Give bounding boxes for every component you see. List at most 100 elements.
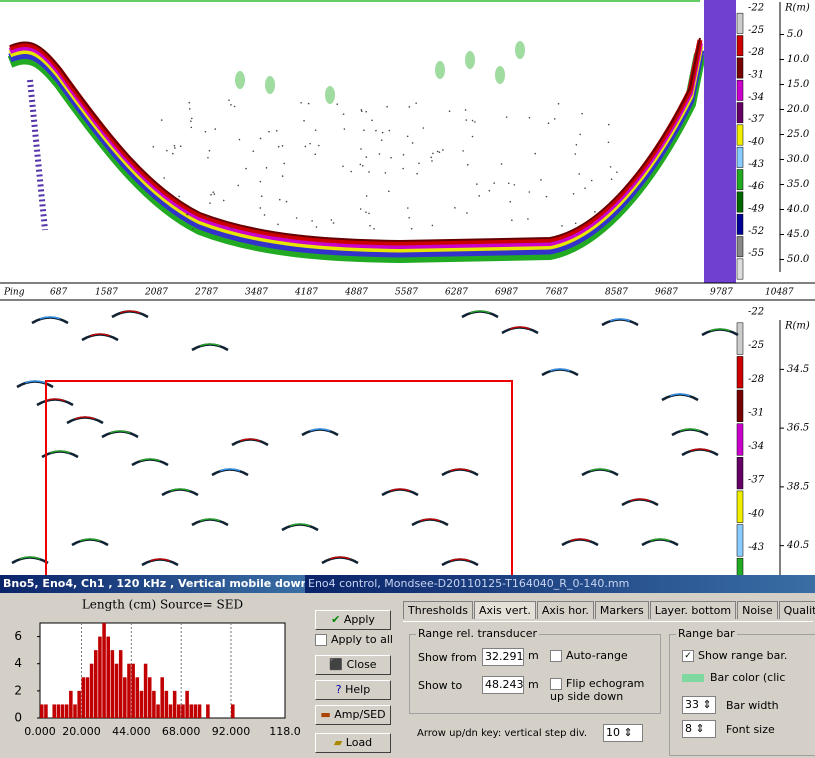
noise-dot [402, 154, 405, 156]
noise-dot [222, 199, 225, 202]
bar [123, 677, 127, 718]
noise-dot [402, 167, 404, 170]
to-input[interactable]: 48.243 [482, 676, 524, 694]
chart-title: Length (cm) Source= SED [82, 598, 243, 612]
ping-label: 6287 [445, 288, 468, 298]
target-arc [49, 450, 71, 454]
noise-dot [507, 182, 510, 185]
close-button[interactable]: ⬛ Close [315, 655, 391, 675]
fish-school [435, 61, 445, 79]
tab[interactable]: Quality [778, 601, 815, 619]
noise-dot [365, 195, 368, 197]
target-arc [561, 538, 599, 547]
target-arc [141, 558, 179, 567]
target-arc [41, 450, 79, 459]
auto-range-checkbox[interactable]: Auto-range [550, 649, 628, 662]
bar [152, 690, 156, 718]
color-swatch [736, 124, 744, 146]
noise-dot [332, 222, 335, 224]
show-range-bar-checkbox[interactable]: ✓ Show range bar. [682, 649, 787, 662]
bar [197, 704, 202, 718]
apply-all-checkbox[interactable]: Apply to all [315, 633, 393, 646]
noise-dot [152, 145, 155, 148]
noise-dot [318, 144, 320, 147]
target-arc [71, 538, 109, 547]
label: Show range bar. [698, 649, 788, 662]
scale-label: -28 [748, 47, 764, 58]
range-label: 40.5 [786, 540, 809, 551]
noise-dot [478, 195, 481, 197]
flip-checkbox[interactable]: Flip echogram up side down [550, 677, 650, 703]
noise-dot [263, 214, 266, 216]
range-label: 34.5 [787, 364, 809, 375]
bar [118, 650, 123, 718]
noise-dot [545, 195, 548, 198]
noise-dot [609, 166, 612, 168]
noise-dot [448, 110, 451, 113]
bar-color[interactable]: Bar color (clic [682, 671, 785, 684]
noise-dot [314, 153, 317, 156]
target-arc [89, 333, 111, 337]
noise-dot [411, 142, 414, 144]
bar [156, 704, 160, 718]
noise-dot [187, 219, 190, 222]
noise-dot [579, 133, 582, 136]
noise-dot [259, 137, 262, 140]
noise-dot [178, 195, 180, 198]
noise-dot [390, 156, 392, 159]
label: Font size [726, 723, 775, 736]
unit: m [528, 649, 539, 662]
noise-dot [186, 213, 188, 216]
noise-dot [607, 123, 610, 126]
scale-label: -52 [748, 226, 764, 237]
ping-label: 5587 [395, 288, 418, 298]
noise-dot [281, 145, 284, 147]
ping-label: 9687 [655, 288, 678, 298]
target-arc [149, 558, 171, 562]
bar [172, 690, 177, 718]
target-arc [231, 438, 269, 447]
amp-sed-button[interactable]: ▬ Amp/SED [315, 705, 391, 725]
ping-label: 4187 [294, 288, 318, 298]
tab[interactable]: Axis hor. [536, 601, 594, 619]
target-arc [66, 416, 104, 425]
noise-dot [408, 106, 411, 108]
noise-dot [578, 173, 580, 175]
noise-dot [371, 119, 373, 122]
ping-label: Ping [3, 288, 25, 298]
noise-dot [476, 183, 478, 185]
from-input[interactable]: 32.291 [482, 648, 524, 666]
noise-dot [275, 129, 278, 132]
noise-dot [174, 147, 176, 149]
noise-dot [265, 167, 268, 169]
target-arc [641, 538, 679, 547]
noise-dot [594, 211, 596, 213]
value: 10 [606, 726, 620, 739]
noise-dot [500, 163, 503, 165]
target-arc [199, 518, 221, 522]
noise-dot [166, 149, 168, 152]
noise-dot [616, 171, 618, 173]
font-size-spinner[interactable]: 8 ⇕ [682, 720, 716, 738]
noise-dot [361, 165, 364, 167]
noise-dot [584, 187, 586, 189]
noise-dot [363, 129, 365, 132]
apply-button[interactable]: ✔ Apply [315, 610, 391, 630]
tab[interactable]: Axis vert. [473, 601, 536, 619]
tab[interactable]: Noise [737, 601, 778, 619]
bar-width-spinner[interactable]: 33 ⇕ [682, 696, 716, 714]
load-button[interactable]: ▰ Load [315, 733, 391, 753]
value: 8 [685, 722, 692, 735]
target-arc [211, 468, 249, 477]
tab[interactable]: Markers [594, 601, 649, 619]
tab[interactable]: Thresholds [403, 601, 473, 619]
tab[interactable]: Layer. bottom [649, 601, 737, 619]
noise-dot [369, 224, 371, 227]
scale-label: -31 [748, 70, 764, 81]
bar [40, 704, 44, 718]
step-spinner[interactable]: 10 ⇕ [603, 724, 643, 742]
help-button[interactable]: ? Help [315, 680, 391, 700]
noise-dot [173, 144, 176, 147]
label: Show to [418, 679, 463, 692]
noise-dot [206, 216, 209, 218]
